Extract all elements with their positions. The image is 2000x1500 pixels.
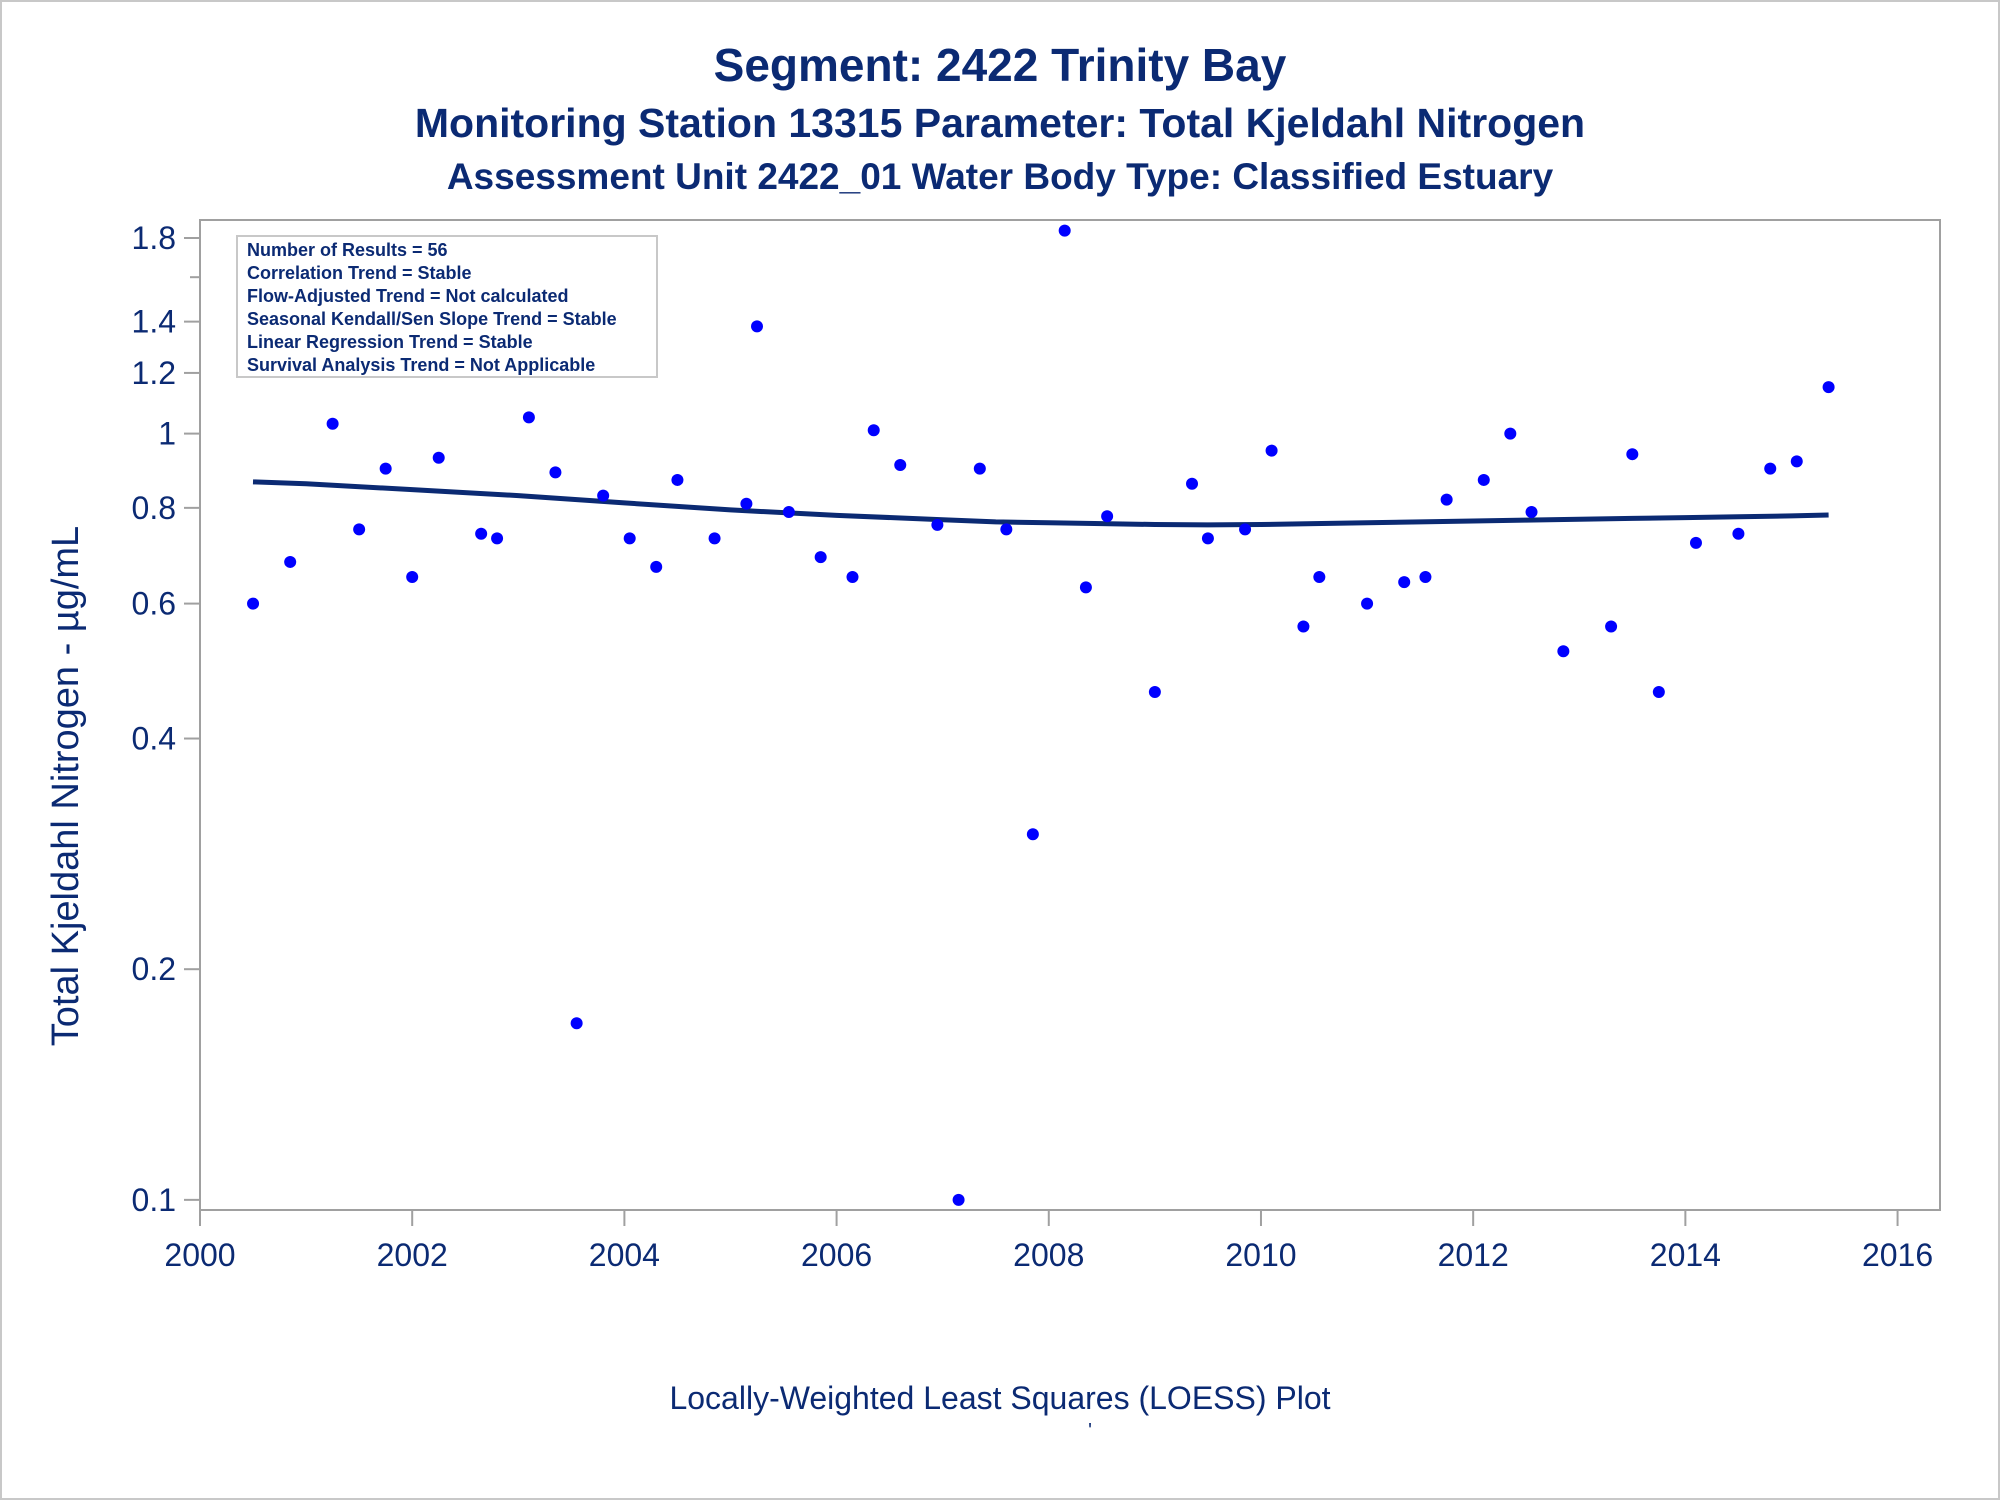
data-point xyxy=(379,462,392,475)
data-point xyxy=(1440,493,1453,506)
data-point xyxy=(326,417,339,430)
y-tick-label: 0.2 xyxy=(132,951,176,987)
data-point xyxy=(1239,523,1252,536)
legend-linear-regression: Linear Regression Trend = Stable xyxy=(247,332,533,352)
data-point xyxy=(1000,523,1013,536)
data-point xyxy=(1148,686,1161,699)
data-point xyxy=(846,570,859,583)
data-point xyxy=(1504,427,1517,440)
data-point xyxy=(740,497,753,510)
legend-survival-analysis: Survival Analysis Trend = Not Applicable xyxy=(247,355,595,375)
legend-results: Number of Results = 56 xyxy=(247,240,448,260)
data-point xyxy=(1764,462,1777,475)
data-point xyxy=(1265,444,1278,457)
chart-subtitle-2: Assessment Unit 2422_01 Water Body Type:… xyxy=(446,156,1554,197)
y-tick-label: 1.8 xyxy=(132,220,176,256)
data-point xyxy=(671,473,684,486)
y-axis: 0.1 0.2 0.4 0.6 0.8 1 1.2 1.4 1.8 xyxy=(132,220,200,1218)
data-point xyxy=(549,466,562,479)
data-point xyxy=(1525,506,1538,519)
chart-subtitle: Monitoring Station 13315 Parameter: Tota… xyxy=(414,100,1586,146)
data-point xyxy=(650,560,663,573)
y-axis-label: Total Kjeldahl Nitrogen - µg/mL xyxy=(45,526,87,1046)
loess-curve-group xyxy=(252,479,1829,528)
x-tick-label: 2004 xyxy=(589,1237,660,1273)
y-tick-label: 0.8 xyxy=(132,490,176,526)
x-tick-label: 2008 xyxy=(1013,1237,1084,1273)
data-point xyxy=(1186,477,1199,490)
data-point xyxy=(353,523,366,536)
x-tick-label: 2002 xyxy=(377,1237,448,1273)
data-point xyxy=(814,551,827,564)
data-point xyxy=(1477,473,1490,486)
data-point xyxy=(1313,570,1326,583)
data-point xyxy=(1079,581,1092,594)
x-tick-label: 2000 xyxy=(164,1237,235,1273)
data-point xyxy=(1822,381,1835,394)
data-point xyxy=(973,462,986,475)
x-tick-label: 2006 xyxy=(801,1237,872,1273)
y-tick-label: 0.1 xyxy=(132,1182,176,1218)
data-point xyxy=(1201,532,1214,545)
data-point xyxy=(867,424,880,437)
data-point xyxy=(1101,510,1114,523)
data-point xyxy=(570,1017,583,1030)
data-point xyxy=(1297,620,1310,633)
y-tick-label: 1.4 xyxy=(132,304,176,340)
data-point xyxy=(1361,597,1374,610)
data-point xyxy=(522,411,535,424)
data-point xyxy=(491,532,504,545)
loess-line xyxy=(252,479,1829,528)
chart-footnote: Locally-Weighted Least Squares (LOESS) P… xyxy=(669,1380,1331,1416)
legend-flow-adjusted: Flow-Adjusted Trend = Not calculated xyxy=(247,286,569,306)
data-point xyxy=(1058,224,1071,237)
y-tick-label: 1 xyxy=(158,416,176,452)
data-point xyxy=(623,532,636,545)
legend-box: Number of Results = 56 Correlation Trend… xyxy=(236,235,658,378)
data-point xyxy=(247,597,260,610)
y-tick-label: 1.2 xyxy=(132,355,176,391)
data-point xyxy=(1398,576,1411,589)
legend-correlation: Correlation Trend = Stable xyxy=(247,263,472,283)
x-axis: 2000 2002 2004 2006 2008 2010 2012 2014 2016 xyxy=(164,1210,1933,1273)
data-point xyxy=(931,518,944,531)
data-point xyxy=(1419,570,1432,583)
footnote-mark: ' xyxy=(1088,1420,1092,1442)
x-tick-label: 2016 xyxy=(1862,1237,1933,1273)
plot-area xyxy=(199,219,1941,1211)
data-point xyxy=(1732,527,1745,540)
data-point xyxy=(406,570,419,583)
data-point xyxy=(952,1193,965,1206)
data-point xyxy=(1026,828,1039,841)
data-point xyxy=(751,320,764,333)
data-point xyxy=(284,555,297,568)
data-point xyxy=(475,527,488,540)
data-point xyxy=(708,532,721,545)
x-tick-label: 2014 xyxy=(1650,1237,1721,1273)
y-tick-label: 0.4 xyxy=(132,721,176,757)
data-point xyxy=(1790,455,1803,468)
data-point xyxy=(782,506,795,519)
legend-seasonal-kendall: Seasonal Kendall/Sen Slope Trend = Stabl… xyxy=(247,309,617,329)
data-point xyxy=(894,458,907,471)
data-point xyxy=(1626,448,1639,461)
y-tick-label: 0.6 xyxy=(132,586,176,622)
data-point xyxy=(1689,536,1702,549)
legend-border xyxy=(236,235,658,378)
data-point xyxy=(1557,645,1570,658)
data-point xyxy=(432,451,445,464)
data-point xyxy=(1652,686,1665,699)
x-tick-label: 2012 xyxy=(1438,1237,1509,1273)
data-point xyxy=(597,489,610,502)
x-tick-label: 2010 xyxy=(1225,1237,1296,1273)
data-point xyxy=(1605,620,1618,633)
chart-title: Segment: 2422 Trinity Bay xyxy=(713,39,1287,91)
